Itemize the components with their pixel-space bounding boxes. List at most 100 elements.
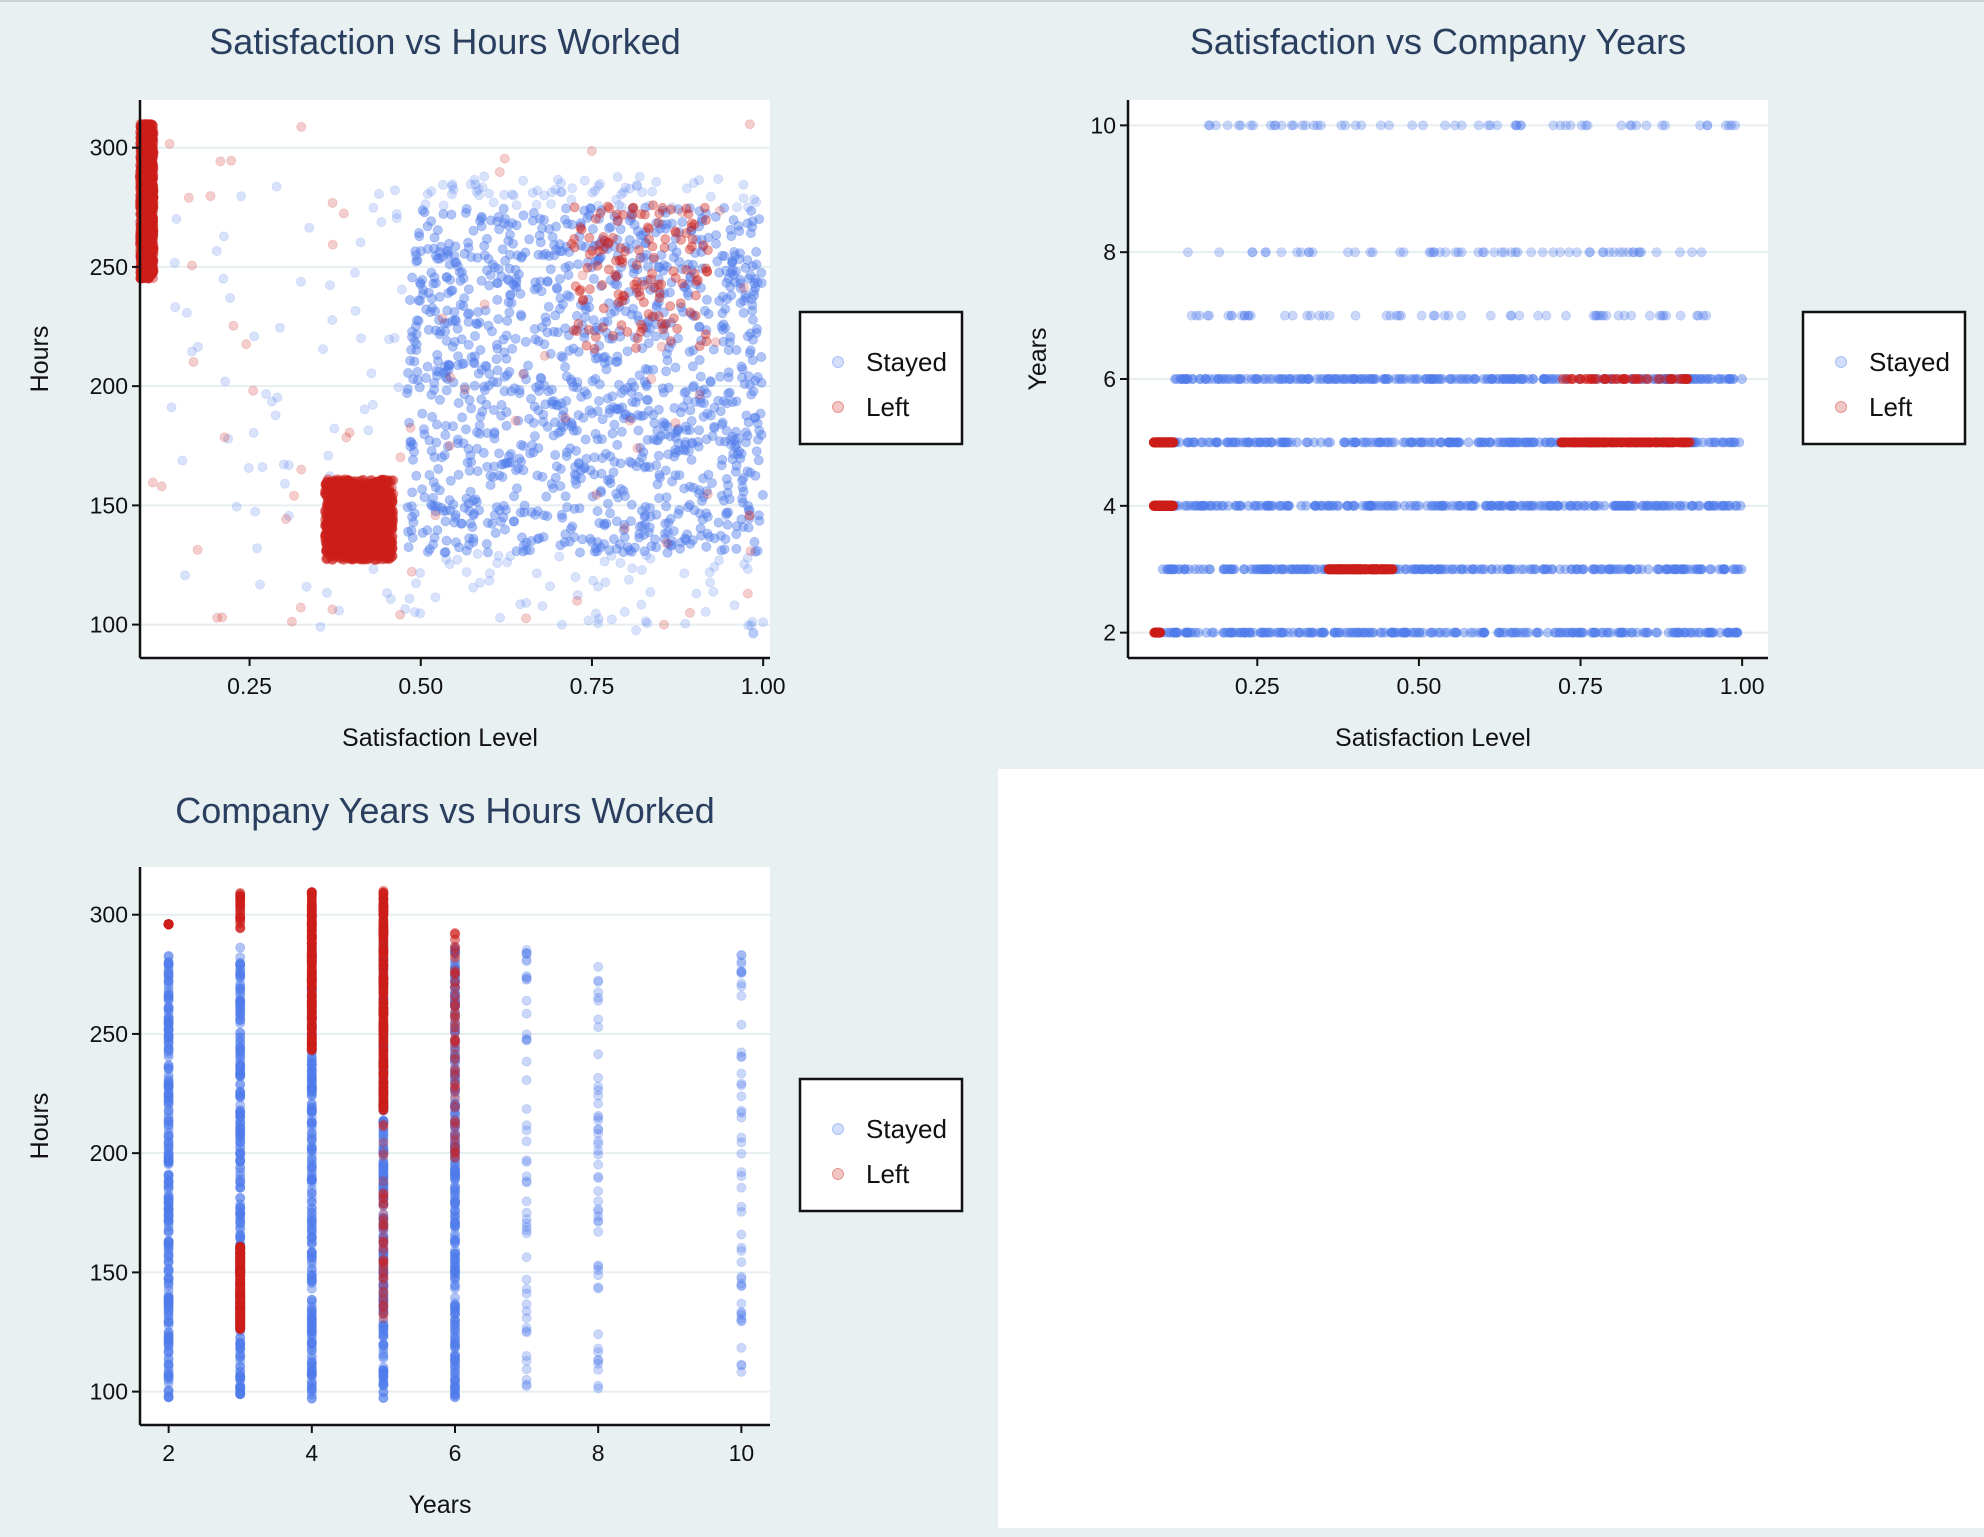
stayed-point (495, 225, 504, 234)
stayed-point (652, 177, 661, 186)
stayed-point (407, 345, 416, 354)
stayed-point (720, 252, 729, 261)
left-point (685, 608, 694, 617)
stayed-point (408, 273, 417, 282)
stayed-point (615, 200, 624, 209)
stayed-point (1613, 501, 1622, 510)
stayed-point (631, 398, 640, 407)
stayed-point (1663, 565, 1672, 574)
stayed-point (644, 339, 653, 348)
stayed-point (429, 478, 438, 487)
stayed-point (1278, 565, 1287, 574)
stayed-point (499, 204, 508, 213)
stayed-point (1543, 628, 1552, 637)
stayed-point (490, 428, 499, 437)
stayed-point (561, 492, 570, 501)
stayed-point (524, 361, 533, 370)
stayed-point (459, 274, 468, 283)
stayed-point (364, 426, 373, 435)
stayed-point (586, 534, 595, 543)
stayed-point (662, 502, 671, 511)
stayed-point (1191, 501, 1200, 510)
stayed-point (544, 387, 553, 396)
stayed-point (369, 203, 378, 212)
stayed-point (448, 182, 457, 191)
stayed-point (522, 538, 531, 547)
stayed-point (322, 588, 331, 597)
stayed-point (1628, 628, 1637, 637)
left-point (149, 238, 158, 247)
stayed-point (718, 309, 727, 318)
left-point (659, 620, 668, 629)
left-point (540, 351, 549, 360)
stayed-point (485, 569, 494, 578)
stayed-point (528, 188, 537, 197)
stayed-point (430, 273, 439, 282)
stayed-point (470, 331, 479, 340)
stayed-point (542, 492, 551, 501)
stayed-point (558, 353, 567, 362)
stayed-point (593, 619, 602, 628)
stayed-point (613, 172, 622, 181)
stayed-point (565, 261, 574, 270)
left-point (387, 483, 396, 492)
stayed-point (549, 327, 558, 336)
stayed-point (530, 432, 539, 441)
y-tick-label: 150 (90, 492, 128, 518)
stayed-point (525, 235, 534, 244)
stayed-point (424, 288, 433, 297)
stayed-point (1376, 501, 1385, 510)
stayed-point (562, 451, 571, 460)
stayed-point (632, 462, 641, 471)
stayed-point (508, 344, 517, 353)
left-point (625, 416, 634, 425)
stayed-point (646, 554, 655, 563)
stayed-point (617, 190, 626, 199)
left-point (193, 545, 202, 554)
left-point (648, 269, 657, 278)
left-point (620, 524, 629, 533)
stayed-point (1276, 628, 1285, 637)
left-point (584, 325, 593, 334)
stayed-point (520, 501, 529, 510)
stayed-point (1675, 628, 1684, 637)
left-point (328, 198, 337, 207)
stayed-point (655, 473, 664, 482)
stayed-point (562, 204, 571, 213)
stayed-point (492, 355, 501, 364)
stayed-point (483, 518, 492, 527)
left-point (746, 547, 755, 556)
stayed-point (427, 187, 436, 196)
stayed-point (193, 342, 202, 351)
stayed-point (251, 507, 260, 516)
left-point (599, 304, 608, 313)
stayed-point (759, 618, 768, 627)
stayed-point (746, 229, 755, 238)
stayed-point (1267, 501, 1276, 510)
stayed-point (1729, 565, 1738, 574)
stayed-point (1697, 565, 1706, 574)
left-point (585, 285, 594, 294)
stayed-point (1579, 628, 1588, 637)
stayed-point (421, 200, 430, 209)
stayed-point (1330, 628, 1339, 637)
stayed-point (682, 184, 691, 193)
stayed-point (723, 520, 732, 529)
left-point (682, 228, 691, 237)
stayed-point (714, 518, 723, 527)
left-point (146, 178, 155, 187)
stayed-point (496, 613, 505, 622)
left-point (676, 299, 685, 308)
stayed-point (504, 298, 513, 307)
left-point (380, 518, 389, 527)
stayed-point (1572, 565, 1581, 574)
stayed-point (506, 552, 515, 561)
stayed-point (479, 448, 488, 457)
stayed-point (739, 194, 748, 203)
left-point (703, 246, 712, 255)
left-point (148, 222, 157, 231)
stayed-point (532, 200, 541, 209)
stayed-point (598, 415, 607, 424)
stayed-point (414, 296, 423, 305)
left-point (603, 202, 612, 211)
